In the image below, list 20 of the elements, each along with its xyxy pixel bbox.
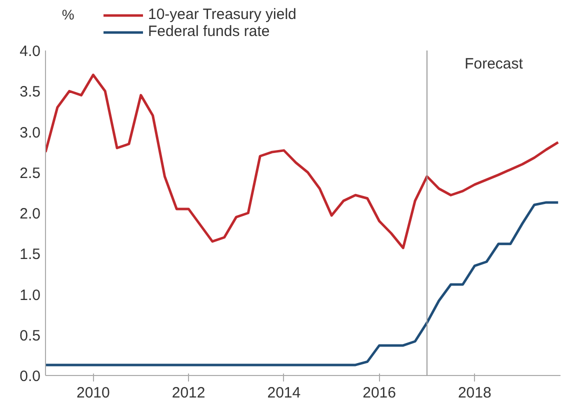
x-tick-label: 2012	[172, 384, 206, 402]
x-tick-label: 2018	[458, 384, 492, 402]
legend-label: 10-year Treasury yield	[148, 6, 296, 23]
y-tick-label: 3.0	[20, 124, 41, 142]
line-series	[46, 201, 560, 366]
y-tick-label: 0.0	[20, 368, 41, 385]
y-tick-label: 1.0	[20, 286, 41, 304]
y-tick-label: 0.5	[20, 327, 41, 344]
line-series	[46, 74, 560, 250]
y-tick-label: 4.0	[20, 43, 41, 60]
x-tick-label: 2014	[267, 384, 301, 402]
legend-label: Federal funds rate	[148, 23, 270, 40]
x-tick-label: 2010	[76, 384, 110, 402]
y-tick-label: 2.0	[20, 206, 41, 222]
x-tick-label: 2016	[362, 384, 396, 402]
y-tick-label: 1.5	[20, 246, 41, 264]
y-tick-label: 2.5	[20, 164, 41, 182]
ref-line-label: Forecast	[464, 56, 524, 72]
y-tick-label: 3.5	[20, 84, 41, 101]
y-axis-title: %	[62, 6, 74, 22]
